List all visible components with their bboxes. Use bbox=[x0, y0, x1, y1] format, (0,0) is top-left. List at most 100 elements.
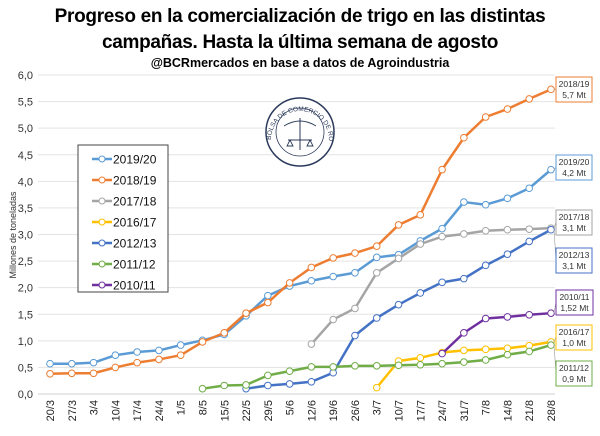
x-tick-label: 31/7 bbox=[459, 400, 471, 421]
data-point-2019-20 bbox=[307, 276, 316, 285]
end-label-name: 2010/11 bbox=[559, 292, 589, 302]
data-point-2011-12 bbox=[351, 362, 359, 370]
data-point-2018-19 bbox=[176, 351, 185, 359]
data-point-2017-18 bbox=[307, 340, 316, 348]
end-label-name: 2017/18 bbox=[559, 212, 590, 222]
data-point-2010-11 bbox=[481, 314, 490, 323]
data-point-2016-17 bbox=[460, 346, 468, 355]
data-point-2018-19 bbox=[155, 355, 163, 364]
data-point-2017-18 bbox=[481, 226, 490, 235]
x-tick-label: 1/5 bbox=[176, 400, 188, 415]
y-tick-label: 1,5 bbox=[18, 309, 33, 321]
end-label-value: 1,0 Mt bbox=[562, 338, 586, 348]
data-point-2018-19 bbox=[481, 113, 490, 121]
legend-marker bbox=[98, 281, 106, 289]
data-point-2018-19 bbox=[242, 309, 250, 317]
data-point-2019-20 bbox=[481, 200, 490, 209]
data-point-2011-12 bbox=[264, 371, 272, 380]
x-tick-label: 24/7 bbox=[437, 400, 449, 421]
data-point-2011-12 bbox=[525, 347, 534, 356]
y-tick-label: 4,5 bbox=[18, 150, 33, 162]
data-point-2012-13 bbox=[503, 250, 512, 258]
data-point-2019-20 bbox=[525, 184, 534, 193]
data-point-2016-17 bbox=[372, 383, 381, 392]
legend-label: 2011/12 bbox=[113, 258, 156, 272]
legend-label: 2019/20 bbox=[113, 153, 157, 167]
end-label-name: 2016/17 bbox=[559, 327, 590, 337]
data-point-2019-20 bbox=[111, 351, 120, 359]
end-label-box bbox=[555, 76, 593, 103]
legend-marker bbox=[98, 176, 106, 184]
data-point-2012-13 bbox=[285, 380, 294, 388]
data-point-2017-18 bbox=[460, 230, 468, 238]
data-point-2018-19 bbox=[394, 221, 403, 229]
data-point-2012-13 bbox=[481, 261, 490, 270]
data-point-2016-17 bbox=[503, 344, 512, 353]
data-point-2012-13 bbox=[372, 314, 381, 322]
bcr-logo: BOLSA DE COMERCIO DE ROSARIO bbox=[0, 0, 335, 167]
data-point-2019-20 bbox=[351, 268, 359, 277]
y-axis-label: Millones de toneladas bbox=[8, 191, 18, 279]
data-point-2017-18 bbox=[372, 268, 381, 277]
data-point-2018-19 bbox=[111, 363, 120, 372]
x-tick-label: 14/8 bbox=[502, 400, 514, 421]
data-point-2010-11 bbox=[525, 310, 534, 319]
end-label-value: 3,1 Mt bbox=[562, 223, 586, 233]
end-label-name: 2019/20 bbox=[559, 157, 590, 167]
end-label-name: 2018/19 bbox=[559, 79, 590, 89]
y-tick-label: 2,0 bbox=[18, 283, 33, 295]
data-point-2018-19 bbox=[525, 95, 534, 103]
data-point-2019-20 bbox=[46, 359, 54, 368]
x-tick-label: 22/5 bbox=[241, 400, 253, 421]
data-point-2018-19 bbox=[264, 298, 272, 307]
data-point-2016-17 bbox=[416, 354, 425, 362]
y-tick-label: 0,5 bbox=[18, 362, 33, 374]
data-point-2019-20 bbox=[67, 359, 76, 368]
x-tick-label: 19/6 bbox=[328, 400, 340, 421]
data-point-2017-18 bbox=[438, 232, 446, 241]
x-tick-label: 15/5 bbox=[219, 400, 231, 421]
x-tick-label: 3/7 bbox=[372, 400, 384, 415]
y-tick-label: 4,0 bbox=[18, 176, 33, 188]
end-label-box bbox=[555, 289, 594, 316]
data-point-2012-13 bbox=[547, 225, 555, 234]
data-point-2011-12 bbox=[329, 363, 337, 371]
data-point-2011-12 bbox=[460, 358, 468, 366]
end-label-value: 5,7 Mt bbox=[562, 90, 586, 100]
data-point-2012-13 bbox=[416, 289, 425, 297]
data-point-2010-11 bbox=[438, 349, 446, 358]
data-point-2018-19 bbox=[438, 165, 446, 174]
x-tick-label: 7/8 bbox=[481, 400, 493, 415]
y-tick-label: 0,0 bbox=[18, 389, 33, 401]
end-label-name: 2012/13 bbox=[559, 250, 590, 260]
x-tick-label: 26/6 bbox=[350, 400, 362, 421]
data-point-2018-19 bbox=[198, 338, 207, 346]
data-point-2018-19 bbox=[372, 242, 381, 250]
legend-label: 2018/19 bbox=[113, 174, 157, 188]
data-point-2019-20 bbox=[264, 291, 272, 300]
legend-marker bbox=[98, 155, 106, 163]
data-point-2012-13 bbox=[307, 377, 316, 386]
x-tick-label: 8/5 bbox=[197, 400, 209, 415]
y-tick-label: 5,5 bbox=[18, 97, 33, 109]
end-label-box bbox=[555, 154, 593, 181]
data-point-2019-20 bbox=[460, 198, 468, 206]
data-point-2018-19 bbox=[46, 369, 54, 378]
x-tick-label: 17/7 bbox=[415, 400, 427, 421]
x-tick-label: 29/5 bbox=[263, 400, 275, 421]
series-line-2010-11 bbox=[441, 311, 552, 355]
x-tick-label: 21/8 bbox=[524, 400, 536, 421]
y-tick-label: 3,0 bbox=[18, 230, 33, 242]
x-tick-label: 3/4 bbox=[89, 400, 101, 415]
chart-subtitle: @BCRmercados en base a datos de Agroindu… bbox=[150, 56, 450, 70]
legend-marker bbox=[98, 239, 106, 247]
data-point-2011-12 bbox=[220, 381, 229, 390]
data-point-2018-19 bbox=[133, 358, 141, 367]
data-point-2019-20 bbox=[89, 358, 98, 367]
x-tick-label: 5/6 bbox=[285, 400, 297, 415]
data-point-2016-17 bbox=[481, 345, 490, 354]
data-point-2019-20 bbox=[133, 348, 141, 356]
data-point-2011-12 bbox=[547, 341, 555, 349]
